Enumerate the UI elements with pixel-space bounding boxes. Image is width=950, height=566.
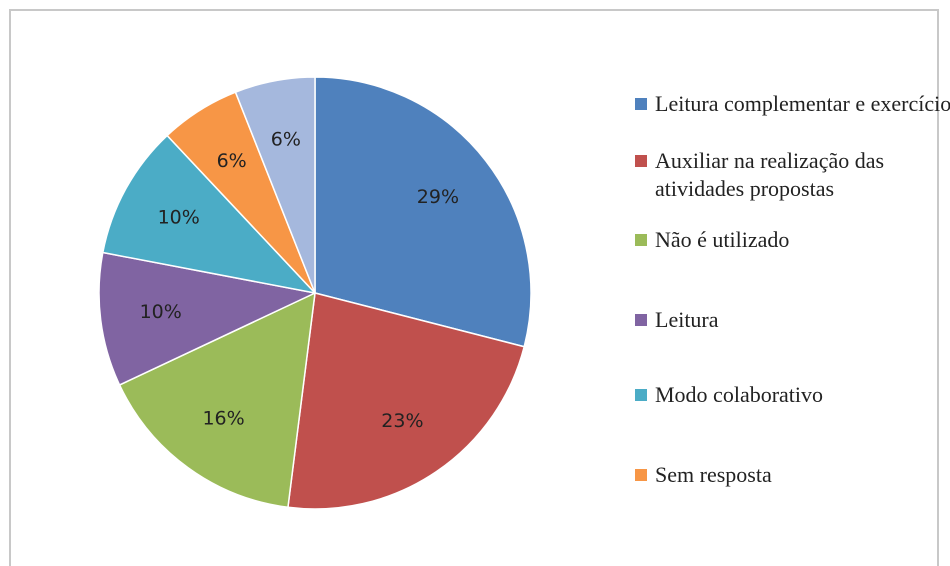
pie-slice	[98, 251, 318, 386]
legend-label: Leitura complementar e exercício	[655, 91, 950, 116]
pie-slice	[118, 291, 316, 509]
legend-entry: Leitura complementar e exercício	[635, 90, 950, 118]
legend-entry: Não é utilizado	[635, 226, 950, 254]
legend-swatch	[635, 234, 647, 246]
legend-swatch	[635, 389, 647, 401]
data-label: 6%	[271, 129, 301, 151]
legend-label: Não é utilizado	[655, 227, 790, 252]
data-label: 10%	[158, 207, 200, 229]
legend-entry: Auxiliar na realização das atividades pr…	[635, 147, 950, 203]
legend-swatch	[635, 469, 647, 481]
data-label: 29%	[417, 186, 459, 208]
data-label: 6%	[217, 150, 247, 172]
data-label: 16%	[202, 407, 244, 429]
legend-label: Sem resposta	[655, 462, 772, 487]
pie-slice	[101, 134, 318, 295]
legend-label: Auxiliar na realização das atividades pr…	[655, 148, 885, 201]
data-label: 10%	[140, 301, 182, 323]
legend-swatch	[635, 155, 647, 167]
pie-slice	[234, 76, 316, 294]
data-label: 23%	[381, 410, 423, 432]
legend-label: Leitura	[655, 307, 719, 332]
legend-entry: Leitura	[635, 306, 950, 334]
legend-label: Modo colaborativo	[655, 382, 824, 407]
chart-frame	[9, 9, 939, 566]
legend-entry: Modo colaborativo	[635, 381, 950, 409]
pie-slice	[287, 292, 526, 510]
legend-swatch	[635, 98, 647, 110]
pie-slice	[314, 76, 532, 348]
legend-entry: Sem resposta	[635, 461, 950, 489]
legend-swatch	[635, 314, 647, 326]
